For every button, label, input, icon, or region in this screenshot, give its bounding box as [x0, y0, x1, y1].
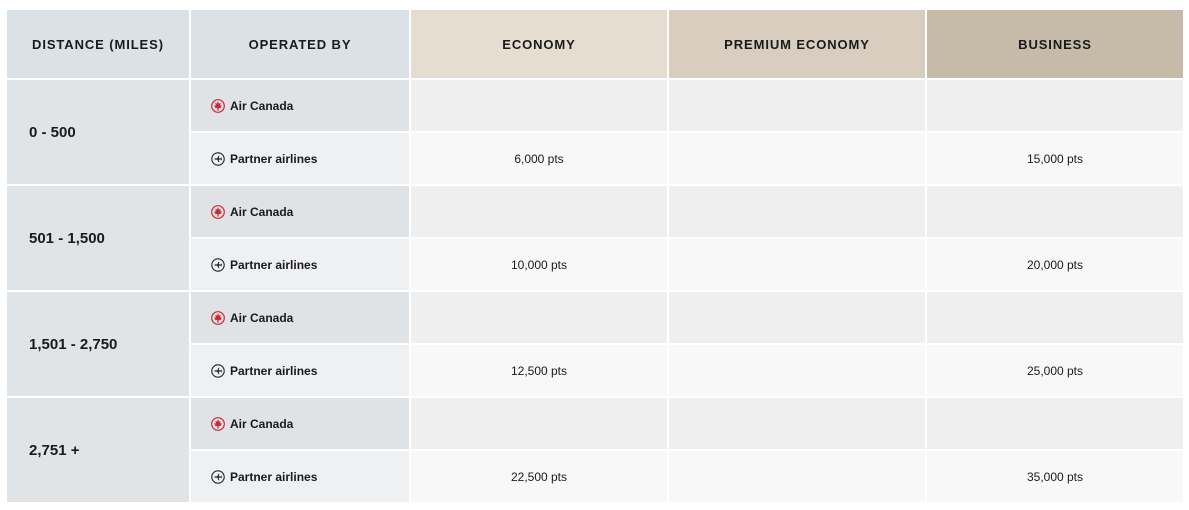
business-value: 15,000 pts [927, 133, 1183, 184]
plane-circle-icon [211, 257, 225, 272]
distance-band: 2,751 + [7, 398, 189, 502]
premium-economy-value [669, 80, 925, 131]
operator-label: Partner airlines [230, 363, 318, 378]
operator-partner: Partner airlines [191, 451, 409, 502]
operator-label: Partner airlines [230, 469, 318, 484]
award-chart-table: DISTANCE (MILES) OPERATED BY ECONOMY PRE… [7, 10, 1183, 502]
premium-economy-value [669, 133, 925, 184]
premium-economy-value [669, 186, 925, 237]
business-value [927, 398, 1183, 449]
operator-partner: Partner airlines [191, 133, 409, 184]
maple-leaf-icon [211, 204, 225, 219]
business-value: 20,000 pts [927, 239, 1183, 290]
business-value [927, 80, 1183, 131]
economy-value: 10,000 pts [411, 239, 667, 290]
operator-partner: Partner airlines [191, 239, 409, 290]
economy-value: 6,000 pts [411, 133, 667, 184]
distance-band: 0 - 500 [7, 80, 189, 184]
header-distance: DISTANCE (MILES) [7, 10, 189, 78]
header-business: BUSINESS [927, 10, 1183, 78]
premium-economy-value [669, 292, 925, 343]
plane-circle-icon [211, 469, 225, 484]
economy-value: 12,500 pts [411, 345, 667, 396]
plane-circle-icon [211, 151, 225, 166]
operator-air-canada: Air Canada [191, 186, 409, 237]
business-value: 35,000 pts [927, 451, 1183, 502]
maple-leaf-icon [211, 98, 225, 113]
distance-band: 501 - 1,500 [7, 186, 189, 290]
operator-air-canada: Air Canada [191, 80, 409, 131]
operator-label: Air Canada [230, 98, 294, 113]
business-value [927, 186, 1183, 237]
maple-leaf-icon [211, 310, 225, 325]
premium-economy-value [669, 451, 925, 502]
premium-economy-value [669, 398, 925, 449]
operator-label: Air Canada [230, 310, 294, 325]
operator-air-canada: Air Canada [191, 292, 409, 343]
economy-value [411, 186, 667, 237]
header-operated-by: OPERATED BY [191, 10, 409, 78]
operator-label: Partner airlines [230, 151, 318, 166]
header-economy: ECONOMY [411, 10, 667, 78]
economy-value: 22,500 pts [411, 451, 667, 502]
economy-value [411, 398, 667, 449]
premium-economy-value [669, 239, 925, 290]
plane-circle-icon [211, 363, 225, 378]
premium-economy-value [669, 345, 925, 396]
operator-label: Partner airlines [230, 257, 318, 272]
header-premium-economy: PREMIUM ECONOMY [669, 10, 925, 78]
distance-band: 1,501 - 2,750 [7, 292, 189, 396]
economy-value [411, 292, 667, 343]
operator-label: Air Canada [230, 204, 294, 219]
operator-label: Air Canada [230, 416, 294, 431]
economy-value [411, 80, 667, 131]
operator-air-canada: Air Canada [191, 398, 409, 449]
operator-partner: Partner airlines [191, 345, 409, 396]
business-value [927, 292, 1183, 343]
business-value: 25,000 pts [927, 345, 1183, 396]
maple-leaf-icon [211, 416, 225, 431]
